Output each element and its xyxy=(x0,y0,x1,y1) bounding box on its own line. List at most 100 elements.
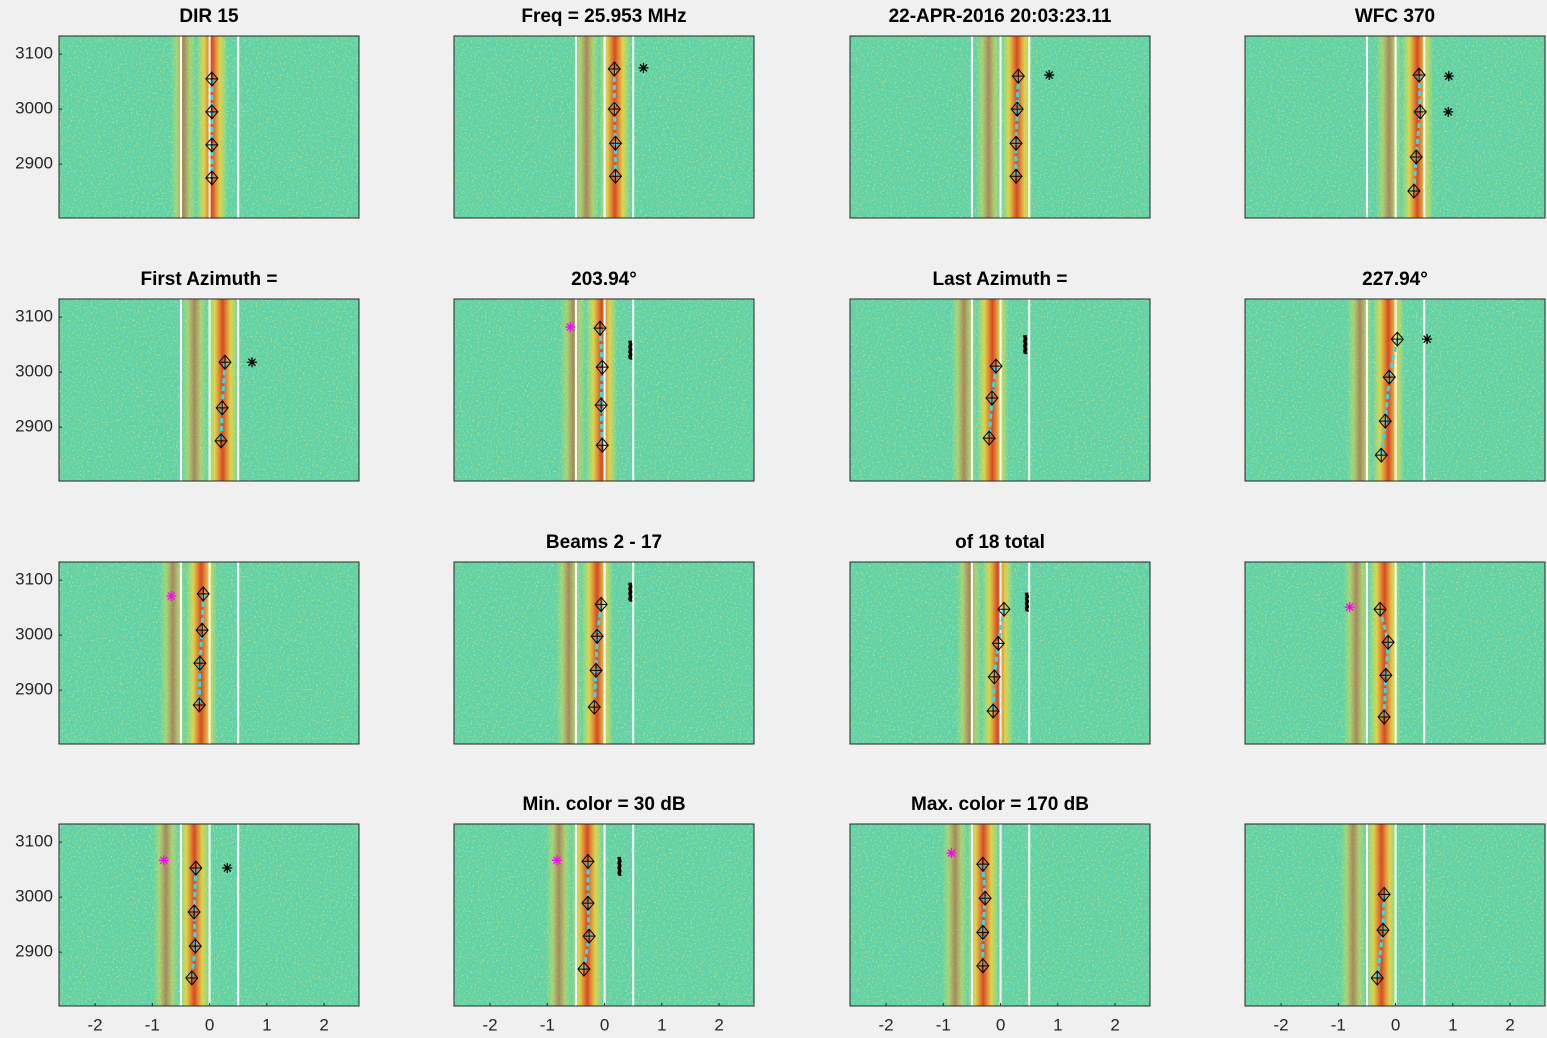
subplot-title: 203.94° xyxy=(571,269,637,290)
subplot: -2 -1 0 1 2 xyxy=(1245,824,1545,1034)
plot-area xyxy=(59,562,359,744)
plot-area xyxy=(59,36,359,218)
x-tick-label: 0 xyxy=(1391,1015,1400,1034)
subplot: 22-APR-2016 20:03:23.11 xyxy=(850,6,1150,218)
ridge xyxy=(556,562,581,744)
asterisk-marker xyxy=(639,63,649,73)
x-tick-label: 0 xyxy=(600,1015,609,1034)
x-tick-label: -2 xyxy=(1274,1015,1289,1034)
ridge xyxy=(942,824,967,1006)
subplot: Freq = 25.953 MHz xyxy=(454,6,754,218)
asterisk-marker xyxy=(946,848,956,858)
asterisk-marker xyxy=(1444,71,1454,81)
subplot: 2900 3000 3100 xyxy=(15,562,359,744)
plot-area xyxy=(1245,562,1545,744)
plot-area xyxy=(1245,36,1545,218)
y-tick-label: 3100 xyxy=(15,832,53,851)
y-tick-label: 3100 xyxy=(15,570,53,589)
plot-area xyxy=(1245,824,1545,1006)
subplot: WFC 370 xyxy=(1245,6,1545,218)
subplot: 2900 3000 3100 First Azimuth = xyxy=(15,269,359,481)
subplot-title: First Azimuth = xyxy=(140,269,277,290)
plot-area xyxy=(850,562,1150,744)
subplot-title: Max. color = 170 dB xyxy=(911,794,1089,815)
x-tick-label: -1 xyxy=(145,1015,160,1034)
x-tick-label: 2 xyxy=(319,1015,328,1034)
plot-area xyxy=(454,824,754,1006)
page: html,body{margin:0;padding:0;background:… xyxy=(0,0,1547,1038)
y-tick-label: 2900 xyxy=(15,417,53,436)
dot-marker xyxy=(618,857,621,875)
asterisk-marker xyxy=(222,863,232,873)
asterisk-marker xyxy=(159,855,169,865)
subplot: 203.94° xyxy=(454,269,754,481)
body: {"chart_data":[ {"type":"scatter","title… xyxy=(0,0,1547,1038)
asterisk-marker xyxy=(1443,107,1453,117)
subplot-title: Freq = 25.953 MHz xyxy=(521,6,686,27)
x-tick-label: 1 xyxy=(1448,1015,1457,1034)
x-tick-label: 2 xyxy=(714,1015,723,1034)
ridge xyxy=(1376,36,1401,218)
x-tick-label: 1 xyxy=(657,1015,666,1034)
ridge xyxy=(976,36,1001,218)
ridge xyxy=(171,36,196,218)
plot-area xyxy=(454,562,754,744)
asterisk-marker xyxy=(247,357,257,367)
x-tick-label: -1 xyxy=(540,1015,555,1034)
ridge xyxy=(586,299,617,481)
track-line xyxy=(600,328,602,445)
plot-area xyxy=(850,824,1150,1006)
ridge xyxy=(560,299,585,481)
y-tick-label: 3000 xyxy=(15,362,53,381)
plot-area xyxy=(454,36,754,218)
plot-area xyxy=(850,36,1150,218)
subplot-title: Min. color = 30 dB xyxy=(522,794,685,815)
asterisk-marker xyxy=(565,322,575,332)
x-tick-label: -2 xyxy=(88,1015,103,1034)
subplot-title: Last Azimuth = xyxy=(933,269,1068,290)
plot-area xyxy=(59,299,359,481)
subplot-title: WFC 370 xyxy=(1355,6,1435,27)
y-tick-label: 3100 xyxy=(15,44,53,63)
y-tick-label: 2900 xyxy=(15,942,53,961)
dot-marker xyxy=(629,341,632,359)
plot-area xyxy=(59,824,359,1006)
subplot-title: of 18 total xyxy=(955,532,1045,553)
ridge xyxy=(1347,299,1372,481)
plot-area xyxy=(850,299,1150,481)
y-tick-label: 2900 xyxy=(15,154,53,173)
ridge xyxy=(546,824,571,1006)
subplot: Beams 2 - 17 xyxy=(454,532,754,744)
ridge xyxy=(574,36,599,218)
subplot-title: 227.94° xyxy=(1362,269,1428,290)
asterisk-marker xyxy=(1422,334,1432,344)
subplot: of 18 total xyxy=(850,532,1150,744)
dot-marker xyxy=(629,583,632,601)
figure: 2900 3000 3100 DIR 15 Freq = 25.953 MHz 22-AP… xyxy=(0,0,1547,1038)
y-tick-label: 3000 xyxy=(15,99,53,118)
x-tick-label: 1 xyxy=(262,1015,271,1034)
subplot: 2900 3000 3100 DIR 15 xyxy=(15,6,359,218)
x-tick-label: 2 xyxy=(1505,1015,1514,1034)
subplot-title: 22-APR-2016 20:03:23.11 xyxy=(889,6,1112,27)
y-tick-label: 3100 xyxy=(15,307,53,326)
y-tick-label: 2900 xyxy=(15,680,53,699)
x-tick-label: -1 xyxy=(1331,1015,1346,1034)
ridge xyxy=(956,562,981,744)
x-tick-label: 1 xyxy=(1053,1015,1062,1034)
y-tick-label: 3000 xyxy=(15,625,53,644)
x-tick-label: 2 xyxy=(1110,1015,1119,1034)
ridge xyxy=(1366,824,1397,1006)
ridge xyxy=(182,299,207,481)
x-tick-label: -1 xyxy=(936,1015,951,1034)
subplot: 290030003100-2-1012 xyxy=(15,824,359,1034)
asterisk-marker xyxy=(1044,70,1054,80)
ridge xyxy=(153,824,178,1006)
subplot-title: DIR 15 xyxy=(179,6,239,27)
y-tick-label: 3000 xyxy=(15,887,53,906)
ridge xyxy=(1341,824,1366,1006)
dot-marker xyxy=(1025,593,1028,611)
subplot: Last Azimuth = xyxy=(850,269,1150,481)
ridge xyxy=(1344,562,1369,744)
